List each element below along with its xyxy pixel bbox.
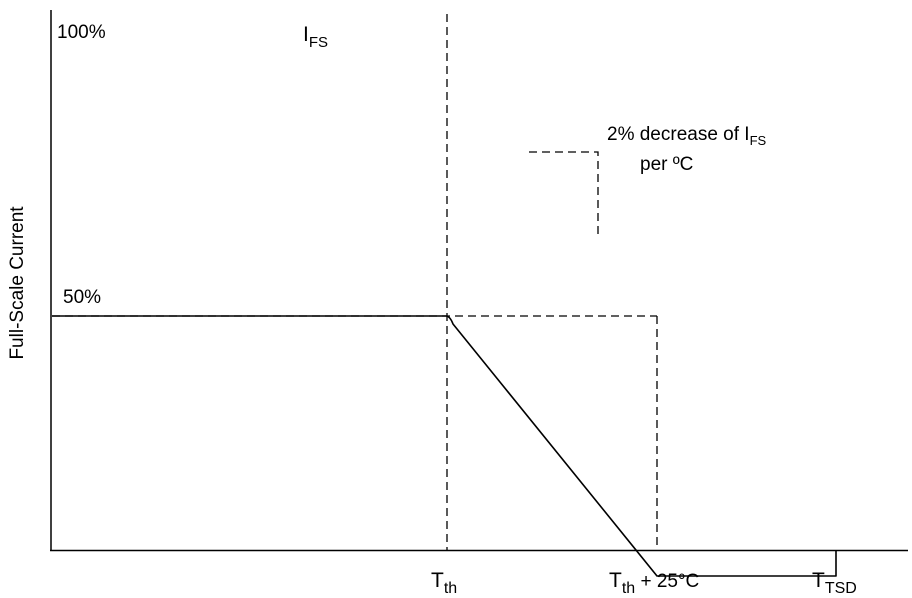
x-tick-label-tth-plus-25: Tth + 25°C	[609, 569, 699, 597]
series-label: IFS	[303, 23, 328, 51]
y-tick-label-50: 50%	[63, 287, 101, 308]
x-tick-label-ttsd: TTSD	[812, 569, 857, 597]
y-axis-label: Full-Scale Current	[7, 206, 28, 360]
slope-triangle	[529, 151, 599, 238]
x-tick-label-tth: Tth	[431, 569, 457, 597]
y-tick-label-100: 100%	[57, 22, 106, 43]
annotation-line-2: per ºC	[640, 154, 693, 175]
series-line-ifs	[52, 315, 837, 577]
annotation-line-1: 2% decrease of IFS	[607, 124, 767, 148]
